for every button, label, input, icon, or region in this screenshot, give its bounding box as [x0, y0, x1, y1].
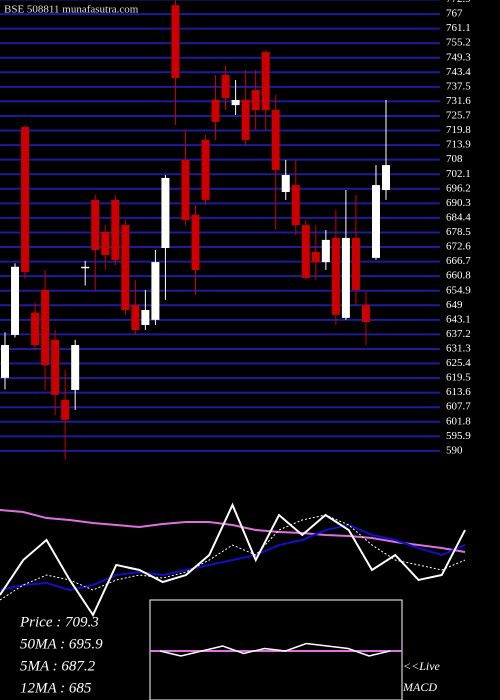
y-tick-label: 619.5: [446, 372, 471, 384]
candle-body: [21, 127, 30, 272]
candle-body: [291, 185, 300, 226]
candle-body: [31, 312, 40, 346]
candle-body: [181, 159, 190, 220]
indicator-line: [0, 523, 466, 592]
y-tick-label: 637.2: [446, 328, 471, 340]
candle-body: [321, 239, 330, 263]
candle-body: [371, 185, 380, 258]
candle-body: [171, 5, 180, 78]
y-tick-label: 743.4: [446, 66, 471, 78]
candle-body: [351, 237, 360, 290]
info-12ma: 12MA : 685: [20, 680, 92, 696]
y-tick-label: 678.5: [446, 226, 471, 238]
candle-body: [61, 399, 70, 420]
candle-body: [251, 90, 260, 111]
y-tick-label: 702.1: [446, 168, 471, 180]
watermark: BSE 508811 munafasutra.com: [4, 4, 139, 16]
y-tick-label: 660.8: [446, 270, 471, 282]
y-tick-label: 613.6: [446, 386, 471, 398]
y-tick-label: 772.9: [446, 0, 471, 5]
candle-body: [221, 75, 230, 98]
y-tick-label: 625.4: [446, 357, 471, 369]
candle-body: [331, 237, 340, 315]
info-price: Price : 709.3: [19, 614, 99, 630]
info-5ma: 5MA : 687.2: [20, 658, 96, 674]
candle-body: [201, 139, 210, 200]
y-tick-label: 601.8: [446, 415, 471, 427]
y-tick-label: 684.4: [446, 211, 471, 223]
candle-body: [261, 52, 270, 111]
candle-body: [141, 309, 150, 326]
y-tick-label: 713.9: [446, 139, 471, 151]
info-50ma: 50MA : 695.9: [20, 636, 103, 652]
y-tick-label: 767: [446, 8, 463, 20]
y-tick-label: 708: [446, 153, 463, 165]
macd-label: MACD: [402, 680, 437, 694]
macd-line: [159, 642, 391, 657]
candle-body: [341, 237, 350, 318]
candle-body: [191, 214, 200, 270]
y-tick-label: 690.3: [446, 197, 471, 209]
y-tick-label: 607.7: [446, 401, 471, 413]
candle-body: [121, 225, 130, 310]
y-tick-label: 755.2: [446, 37, 471, 49]
candle-body: [41, 289, 50, 366]
indicator-line: [0, 514, 466, 601]
indicator-line: [0, 509, 466, 553]
candle-body: [241, 99, 250, 140]
live-link[interactable]: <<Live: [403, 659, 441, 673]
candle-body: [211, 99, 220, 122]
candle-body: [1, 345, 9, 378]
y-tick-label: 666.7: [446, 255, 471, 267]
candle-body: [81, 266, 90, 269]
candle-body: [71, 345, 80, 390]
candle-body: [131, 305, 140, 330]
y-tick-label: 654.9: [446, 284, 471, 296]
candle-body: [361, 305, 370, 323]
y-tick-label: 749.3: [446, 51, 471, 63]
y-tick-label: 643.1: [446, 313, 471, 325]
candle-body: [311, 251, 320, 263]
candle-body: [271, 110, 280, 171]
y-tick-label: 649: [446, 299, 463, 311]
candle-body: [51, 339, 60, 395]
y-tick-label: 595.9: [446, 430, 471, 442]
candle-body: [231, 99, 240, 106]
y-tick-label: 719.8: [446, 124, 471, 136]
indicator-line: [0, 502, 466, 618]
candle-body: [161, 177, 170, 249]
candle-body: [101, 231, 110, 255]
y-tick-label: 737.5: [446, 80, 471, 92]
y-tick-label: 590: [446, 444, 463, 456]
candle-body: [281, 174, 290, 193]
y-tick-label: 761.1: [446, 22, 471, 34]
y-tick-label: 631.3: [446, 342, 471, 354]
candle-body: [382, 165, 390, 191]
y-tick-label: 672.6: [446, 241, 471, 253]
candle-body: [11, 266, 20, 335]
candle-body: [111, 199, 120, 260]
candle-body: [151, 262, 160, 320]
y-tick-label: 725.7: [446, 110, 471, 122]
candle-body: [91, 199, 100, 251]
y-tick-label: 696.2: [446, 182, 471, 194]
candle-body: [301, 225, 310, 278]
y-tick-label: 731.6: [446, 95, 471, 107]
